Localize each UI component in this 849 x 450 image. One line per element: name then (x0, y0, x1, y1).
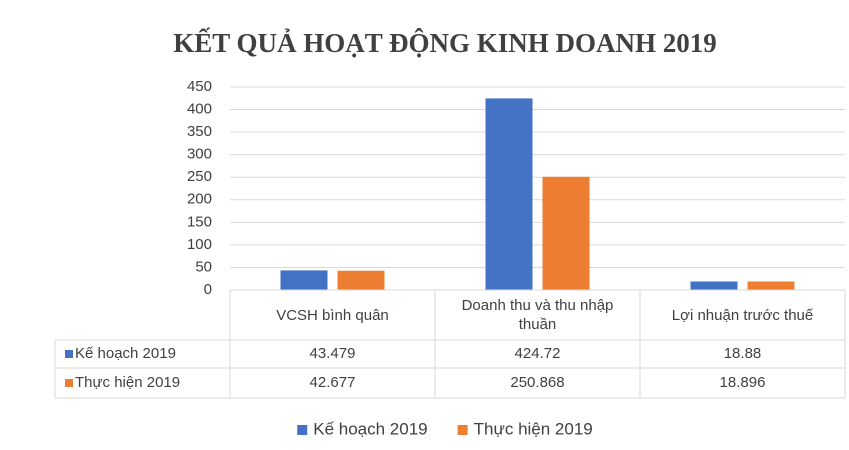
x-tick-label: Doanh thu và thu nhập thuần (461, 297, 614, 333)
category-cell: Doanh thu và thu nhập thuần (461, 297, 614, 333)
legend-label: Kế hoạch 2019 (313, 419, 427, 438)
category-cell: Lợi nhuận trước thuế (671, 306, 814, 324)
table-value: 250.868 (510, 374, 564, 391)
table-value: 18.88 (724, 345, 762, 362)
bar (280, 270, 328, 290)
y-tick-label: 350 (187, 123, 212, 140)
legend-key (457, 425, 468, 435)
table-legend-key (65, 379, 73, 387)
y-tick-label: 150 (187, 213, 212, 230)
y-tick-label: 50 (195, 258, 212, 275)
chart-title: KẾT QUẢ HOẠT ĐỘNG KINH DOANH 2019 (173, 27, 717, 58)
category-cell: VCSH bình quân (276, 306, 389, 324)
y-tick-label: 0 (204, 281, 212, 298)
bar (747, 281, 795, 290)
table-legend-key (65, 350, 73, 358)
legend-key (297, 425, 308, 435)
legend-item: Thực hiện 2019 (457, 419, 593, 438)
y-tick-label: 200 (187, 191, 212, 208)
x-tick-label: VCSH bình quân (276, 306, 389, 324)
legend-item: Kế hoạch 2019 (297, 419, 428, 438)
y-tick-label: 450 (187, 78, 212, 95)
bar (337, 270, 385, 290)
y-tick-label: 100 (187, 236, 212, 253)
table-value: 424.72 (515, 345, 561, 362)
y-tick-label: 300 (187, 146, 212, 163)
bar (690, 281, 738, 290)
legend-label: Thực hiện 2019 (474, 419, 593, 438)
bar (542, 176, 590, 290)
table-value: 43.479 (310, 345, 356, 362)
table-value: 18.896 (720, 374, 766, 391)
x-tick-label: Lợi nhuận trước thuế (671, 306, 814, 324)
table-series-name: Kế hoạch 2019 (75, 345, 176, 362)
table-value: 42.677 (310, 374, 356, 391)
y-tick-label: 250 (187, 168, 212, 185)
table-series-name: Thực hiện 2019 (75, 374, 180, 391)
y-tick-label: 400 (187, 101, 212, 118)
bar (485, 98, 533, 291)
